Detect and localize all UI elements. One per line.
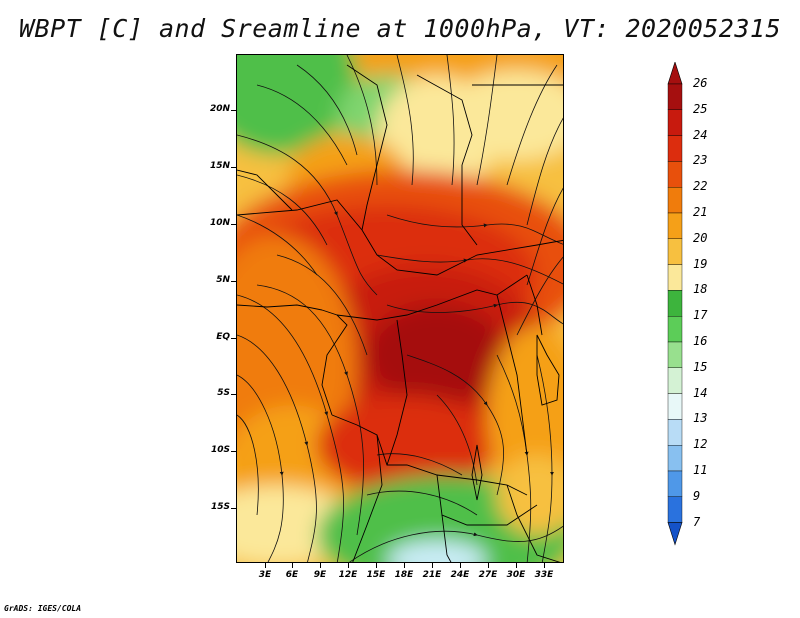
lon-tick-mark — [376, 563, 377, 568]
lat-tick-mark — [231, 394, 236, 395]
lon-tick-mark — [488, 563, 489, 568]
colorbar-segment — [667, 419, 683, 446]
colorbar-value-label: 24 — [693, 127, 708, 142]
temperature-field — [237, 55, 563, 562]
lon-tick-label: 27E — [478, 570, 498, 580]
colorbar-value-label: 16 — [693, 334, 708, 348]
colorbar-value-label: 22 — [693, 179, 708, 194]
lon-tick-mark — [432, 563, 433, 568]
colorbar-value-label: 17 — [693, 308, 708, 323]
lat-tick-label: 5N — [216, 275, 230, 285]
lon-tick-mark — [320, 563, 321, 568]
colorbar-top-arrow — [667, 62, 683, 85]
colorbar-segment — [667, 445, 683, 472]
lat-tick-label: 5S — [217, 388, 230, 398]
colorbar-value-label: 26 — [693, 76, 708, 90]
colorbar-value-label: 14 — [693, 385, 708, 400]
colorbar-segment — [667, 393, 683, 420]
lat-tick-mark — [231, 281, 236, 282]
lon-tick-mark — [460, 563, 461, 568]
colorbar-segment — [667, 212, 683, 239]
colorbar-segment — [667, 83, 683, 110]
colorbar-segment — [667, 161, 683, 188]
lon-tick-label: 30E — [506, 570, 526, 580]
colorbar-value-label: 21 — [693, 205, 708, 219]
colorbar-value-label: 25 — [693, 101, 708, 116]
lat-tick-label: 20N — [209, 104, 230, 114]
lon-tick-label: 15E — [366, 570, 386, 580]
lon-tick-label: 12E — [338, 570, 358, 580]
lat-tick-label: 10N — [209, 218, 230, 228]
lon-tick-mark — [265, 563, 266, 568]
colorbar-segment — [667, 135, 683, 162]
chart-title: WBPT [C] and Sreamline at 1000hPa, VT: 2… — [18, 14, 781, 43]
streamlines — [237, 55, 563, 562]
lon-tick-mark — [404, 563, 405, 568]
colorbar-value-label: 13 — [693, 411, 708, 426]
colorbar-value-label: 20 — [693, 230, 708, 245]
colorbar-value-label: 12 — [693, 437, 708, 452]
lat-tick-label: 15N — [209, 161, 230, 171]
colorbar-segment — [667, 315, 683, 343]
lat-tick-mark — [231, 338, 236, 339]
lat-tick-label: 15S — [210, 502, 230, 512]
lon-tick-label: 21E — [422, 570, 442, 580]
colorbar-segment — [667, 290, 683, 317]
lon-tick-label: 24E — [450, 570, 470, 580]
colorbar-bottom-arrow — [667, 522, 683, 546]
colorbar-value-label: 23 — [693, 153, 708, 168]
lat-tick-mark — [231, 110, 236, 111]
map-panel — [236, 54, 564, 563]
lon-tick-label: 33E — [534, 570, 554, 580]
lon-tick-label: 9E — [313, 570, 327, 580]
colorbar-value-label: 19 — [693, 256, 708, 271]
colorbar-segment — [667, 367, 683, 394]
colorbar-segment — [667, 496, 683, 523]
colorbar-value-label: 7 — [693, 514, 701, 529]
colorbar-value-label: 11 — [693, 463, 708, 477]
lat-tick-mark — [231, 451, 236, 452]
lon-tick-label: 3E — [258, 570, 272, 580]
colorbar-value-label: 15 — [693, 359, 708, 374]
colorbar-segment — [667, 470, 683, 497]
country-borders — [237, 64, 563, 562]
colorbar — [667, 62, 683, 546]
lon-tick-mark — [348, 563, 349, 568]
colorbar-segment — [667, 264, 683, 291]
colorbar-value-label: 18 — [693, 282, 708, 297]
wbpt-map — [237, 55, 563, 562]
colorbar-value-label: 9 — [693, 488, 701, 503]
lon-tick-mark — [516, 563, 517, 568]
lat-tick-label: EQ — [216, 332, 230, 342]
lat-tick-mark — [231, 167, 236, 168]
lon-tick-label: 18E — [394, 570, 414, 580]
lat-tick-label: 10S — [210, 445, 230, 455]
lon-tick-mark — [544, 563, 545, 568]
colorbar-segment — [667, 186, 683, 214]
lon-tick-label: 6E — [285, 570, 299, 580]
grads-credit: GrADS: IGES/COLA — [4, 604, 82, 613]
lat-tick-mark — [231, 224, 236, 225]
colorbar-segment — [667, 109, 683, 136]
colorbar-segment — [667, 341, 683, 368]
colorbar-segment — [667, 238, 683, 265]
lat-tick-mark — [231, 508, 236, 509]
lon-tick-mark — [292, 563, 293, 568]
